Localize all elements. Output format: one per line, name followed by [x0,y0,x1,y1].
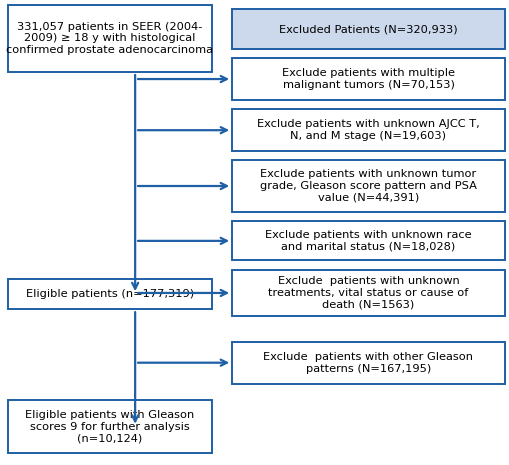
Text: Eligible patients with Gleason
scores 9 for further analysis
(n=10,124): Eligible patients with Gleason scores 9 … [25,410,194,443]
FancyBboxPatch shape [232,270,504,316]
FancyBboxPatch shape [8,279,211,309]
FancyBboxPatch shape [232,9,504,49]
FancyBboxPatch shape [8,5,211,72]
FancyBboxPatch shape [8,400,211,453]
FancyBboxPatch shape [232,221,504,260]
Text: Exclude patients with unknown tumor
grade, Gleason score pattern and PSA
value (: Exclude patients with unknown tumor grad… [260,169,476,203]
FancyBboxPatch shape [232,58,504,100]
Text: 331,057 patients in SEER (2004-
2009) ≥ 18 y with histological
confirmed prostat: 331,057 patients in SEER (2004- 2009) ≥ … [6,22,213,55]
FancyBboxPatch shape [232,160,504,212]
Text: Excluded Patients (N=320,933): Excluded Patients (N=320,933) [278,24,457,34]
FancyBboxPatch shape [232,109,504,151]
Text: Exclude patients with unknown AJCC T,
N, and M stage (N=19,603): Exclude patients with unknown AJCC T, N,… [257,120,479,141]
FancyBboxPatch shape [232,342,504,384]
Text: Exclude patients with unknown race
and marital status (N=18,028): Exclude patients with unknown race and m… [265,230,471,252]
Text: Exclude patients with multiple
malignant tumors (N=70,153): Exclude patients with multiple malignant… [281,68,454,90]
Text: Eligible patients (n=177,319): Eligible patients (n=177,319) [25,289,193,299]
Text: Exclude  patients with other Gleason
patterns (N=167,195): Exclude patients with other Gleason patt… [263,352,472,373]
Text: Exclude  patients with unknown
treatments, vital status or cause of
death (N=156: Exclude patients with unknown treatments… [268,276,468,310]
